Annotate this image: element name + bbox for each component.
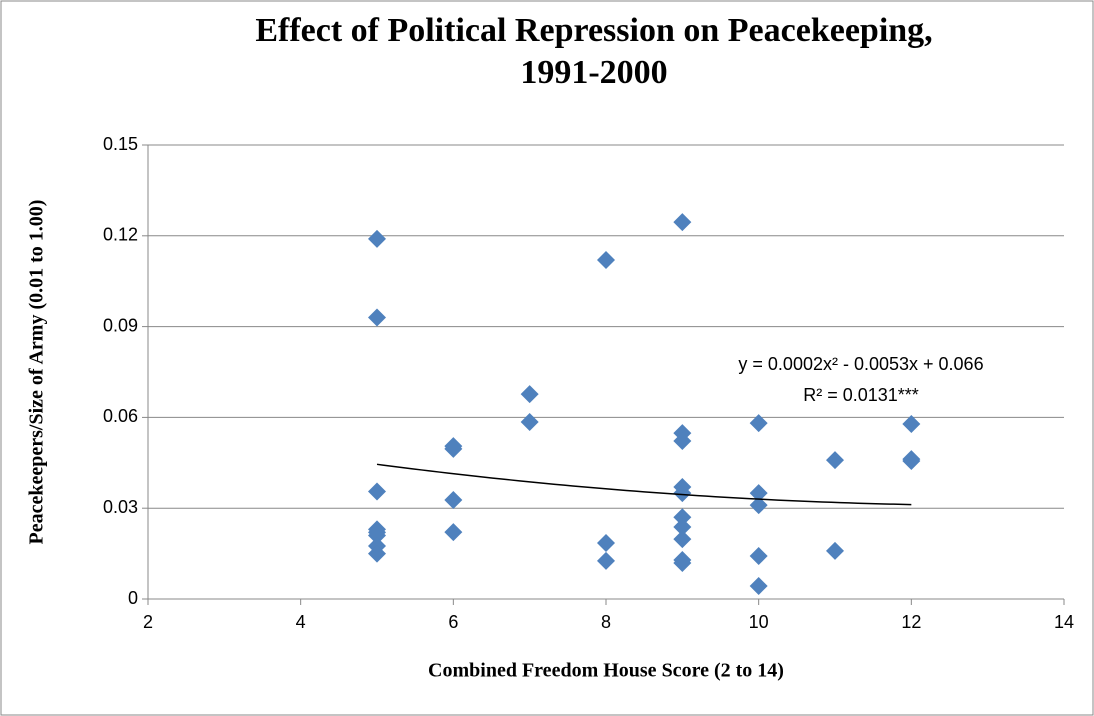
point (749, 484, 768, 503)
point (673, 432, 692, 451)
point (673, 484, 692, 503)
x-tick-label: 8 (601, 612, 611, 632)
point (673, 553, 692, 572)
point (597, 551, 615, 570)
point (673, 530, 692, 549)
point (368, 526, 386, 545)
point (902, 415, 921, 434)
point (520, 412, 539, 431)
point (368, 544, 386, 563)
x-tick-label: 2 (143, 612, 153, 632)
y-tick-label: 0.09 (103, 315, 138, 335)
y-tick-label: 0.12 (103, 225, 138, 245)
point (749, 547, 768, 566)
y-tick-label: 0.03 (103, 497, 138, 517)
x-tick-label: 6 (448, 612, 458, 632)
point (368, 482, 386, 501)
point (444, 491, 463, 510)
point (444, 523, 463, 542)
x-tick-label: 4 (296, 612, 306, 632)
x-tick-label: 12 (901, 612, 921, 632)
point (673, 213, 692, 232)
point (673, 508, 692, 527)
chart-title: Effect of Political Repression on Peacek… (255, 12, 932, 49)
point (749, 496, 768, 515)
point (597, 534, 615, 553)
point (368, 308, 386, 327)
y-tick-label: 0.06 (103, 406, 138, 426)
point (673, 517, 692, 536)
x-tick-label: 14 (1054, 612, 1074, 632)
point (444, 439, 463, 458)
x-tick-label: 10 (749, 612, 769, 632)
point (520, 385, 539, 404)
x-axis-label: Combined Freedom House Score (2 to 14) (428, 660, 784, 682)
point (902, 451, 921, 470)
point (368, 229, 386, 248)
y-tick-label: 0.15 (103, 134, 138, 154)
trendline (376, 463, 912, 506)
point (749, 576, 768, 595)
trendline-equation: y = 0.0002x² - 0.0053x + 0.066 (738, 354, 983, 374)
r-squared: R² = 0.0131*** (803, 385, 919, 405)
chart-title: 1991-2000 (520, 54, 667, 91)
y-axis-label: Peacekeepers/Size of Army (0.01 to 1.00) (26, 200, 48, 545)
point (826, 451, 844, 470)
point (597, 251, 615, 270)
y-tick-label: 0 (128, 588, 138, 608)
point (749, 414, 768, 433)
point (826, 541, 844, 560)
